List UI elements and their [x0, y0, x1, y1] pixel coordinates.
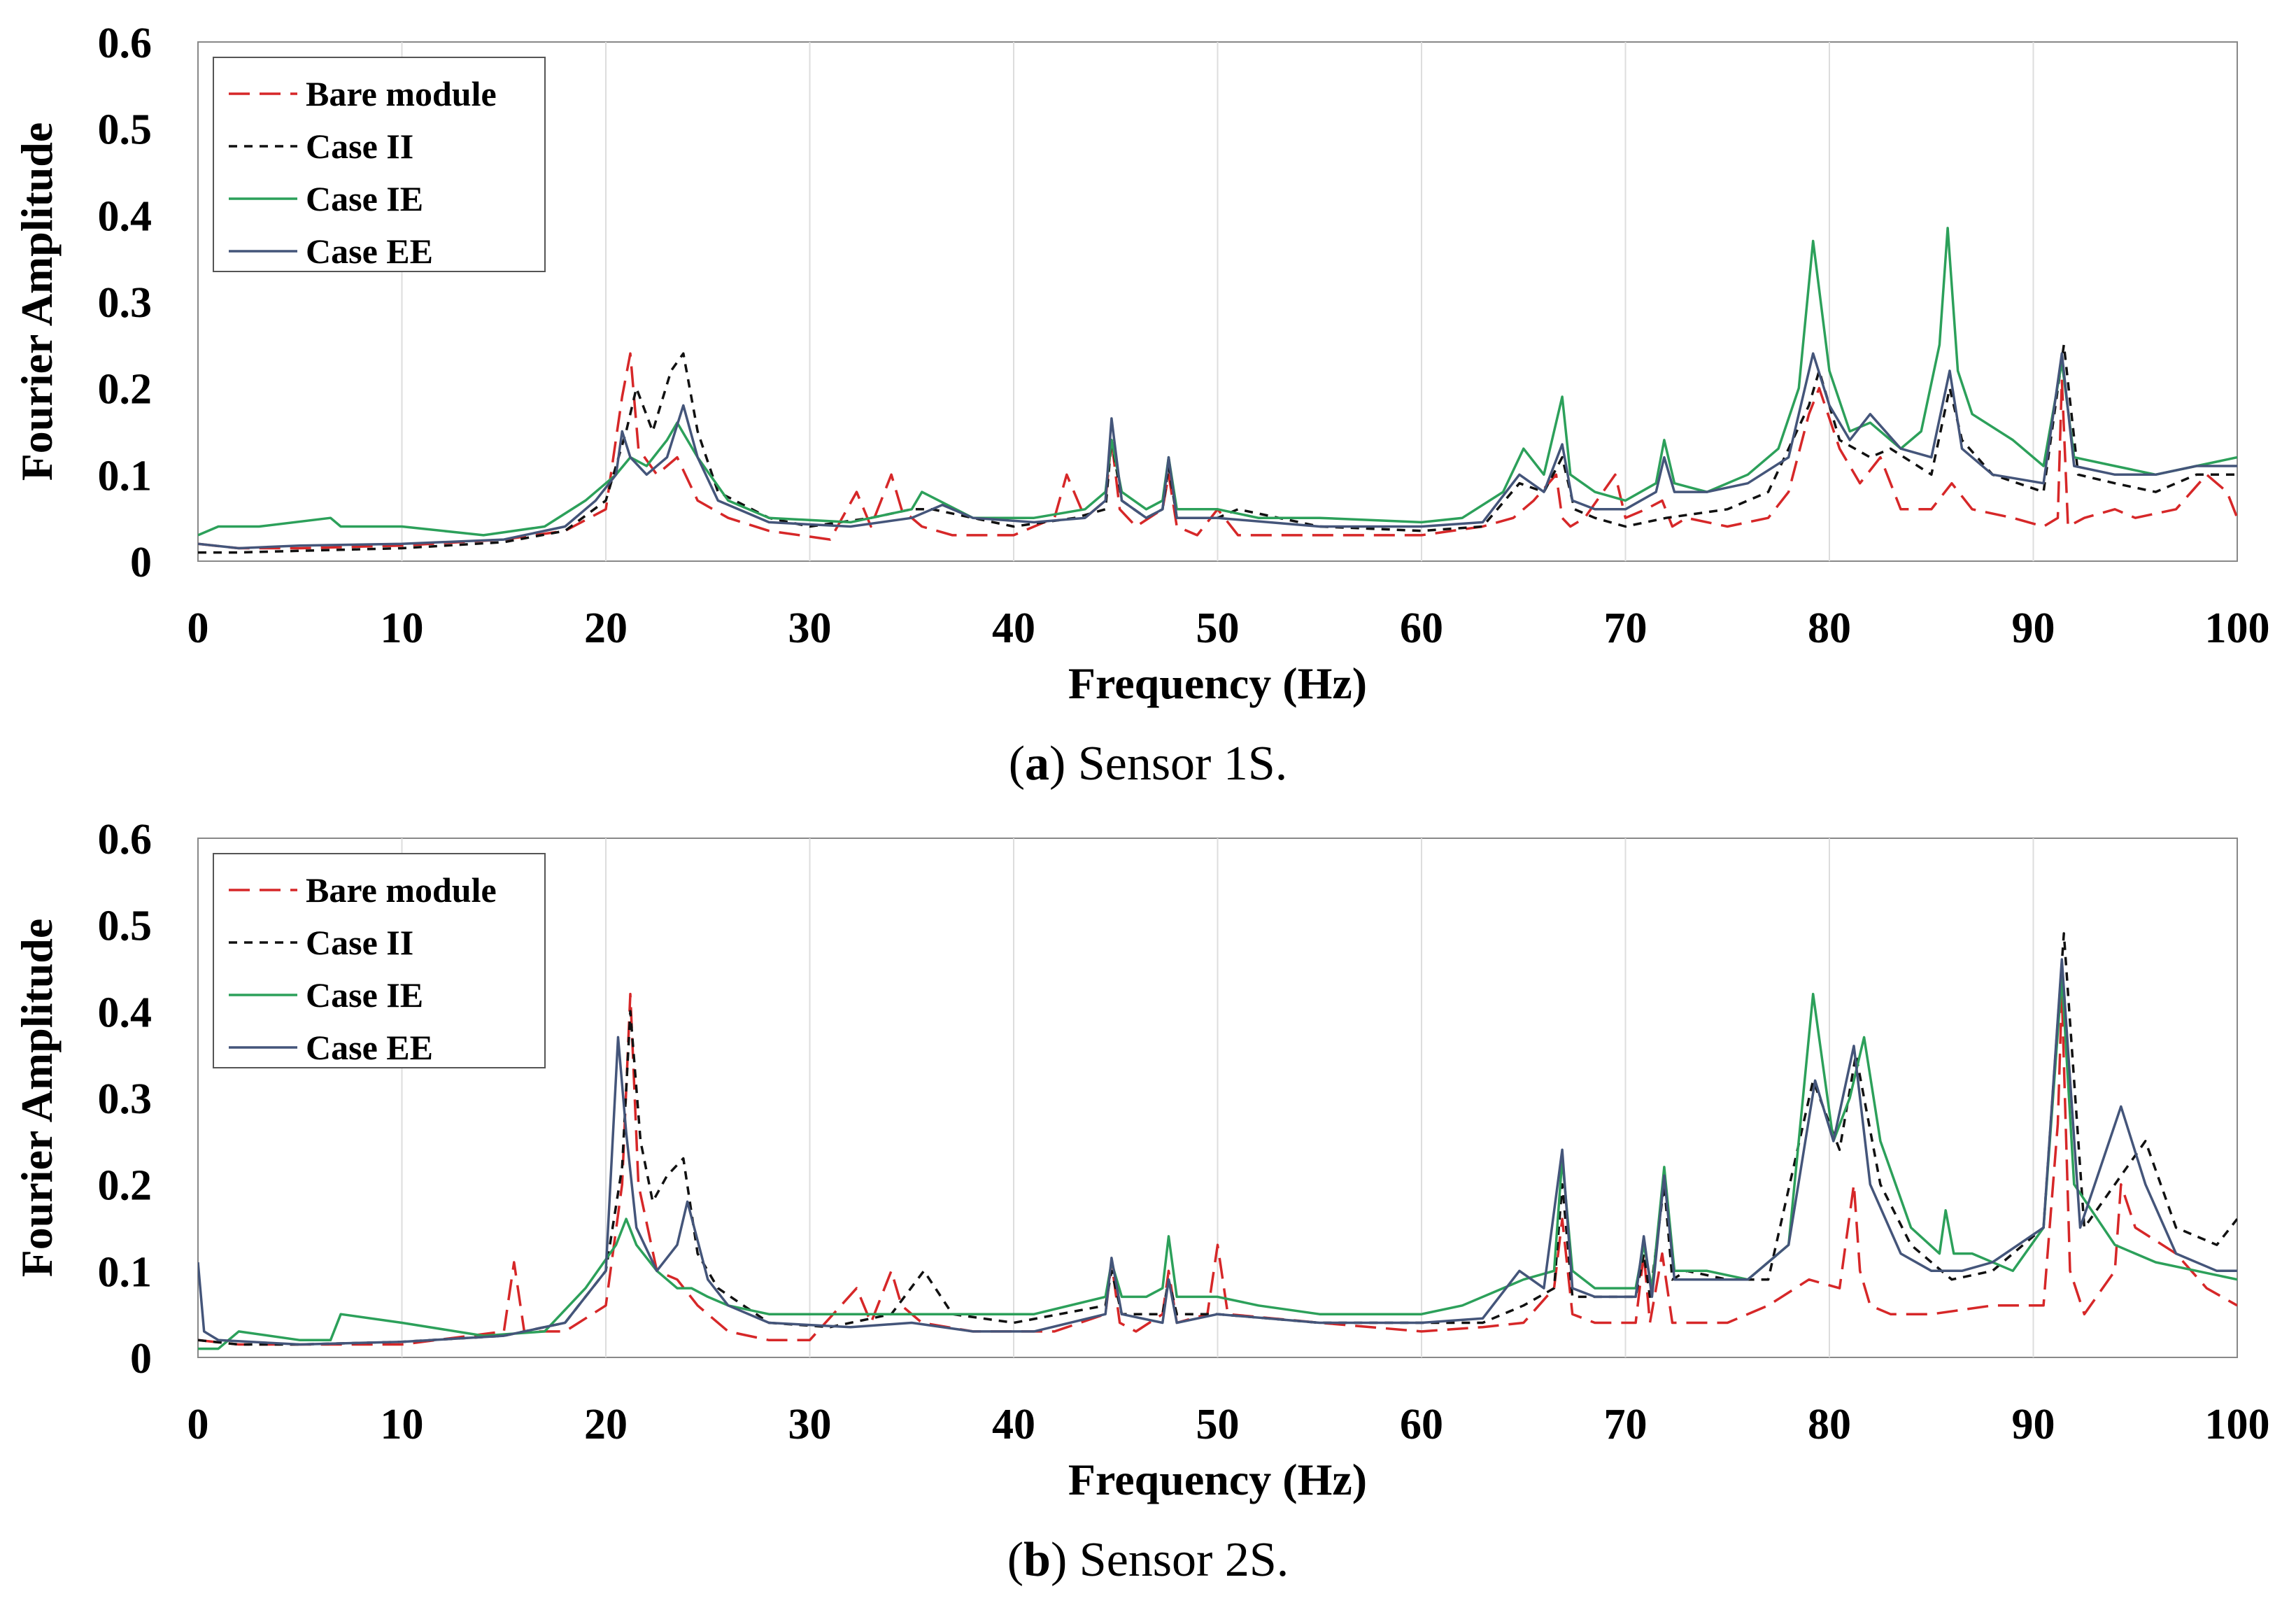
legend-label: Case II	[306, 127, 413, 166]
x-tick-label: 90	[2012, 605, 2055, 652]
x-tick-label: 80	[1808, 605, 1851, 652]
y-tick-label: 0.4	[98, 192, 153, 240]
legend-label: Case IE	[306, 975, 423, 1015]
series-group	[198, 227, 2237, 554]
legend-label: Case EE	[306, 232, 433, 271]
y-tick-label: 0.4	[98, 989, 153, 1036]
y-tick-label: 0.5	[98, 903, 153, 950]
x-tick-label: 20	[584, 1401, 628, 1448]
legend-label: Bare module	[306, 74, 497, 113]
y-tick-label: 0	[130, 1335, 152, 1383]
x-tick-label: 0	[187, 1401, 209, 1448]
y-tick-label: 0.1	[98, 452, 153, 500]
x-tick-label: 70	[1604, 605, 1647, 652]
y-tick-label: 0.5	[98, 106, 153, 154]
x-tick-label: 10	[381, 1401, 424, 1448]
y-axis-title: Fourier Amplitude	[12, 919, 62, 1278]
y-tick-label: 0.6	[98, 20, 153, 67]
legend-label: Bare module	[306, 870, 497, 910]
y-tick-label: 0.2	[98, 1162, 153, 1210]
x-tick-label: 40	[992, 605, 1035, 652]
caption-a: (a) Sensor 1S.	[1008, 737, 1288, 791]
x-tick-label: 100	[2205, 605, 2270, 652]
y-tick-label: 0.3	[98, 279, 153, 327]
x-tick-label: 90	[2012, 1401, 2055, 1448]
y-axis-title: Fourier Amplitude	[12, 122, 62, 481]
legend: Bare module Case II Case IE Case EE	[213, 57, 546, 272]
caption-a-letter: a	[1025, 737, 1049, 791]
series-line-case-ee	[198, 958, 2237, 1346]
legend-label: Case II	[306, 923, 413, 962]
y-tick-label: 0.6	[98, 816, 153, 863]
x-tick-label: 50	[1196, 605, 1240, 652]
x-tick-label: 60	[1400, 605, 1443, 652]
y-tick-label: 0	[130, 539, 152, 586]
y-tick-label: 0.3	[98, 1075, 153, 1123]
series-line-bare-module	[198, 352, 2237, 550]
y-tick-label: 0.2	[98, 366, 153, 414]
legend-label: Case EE	[306, 1028, 433, 1067]
series-line-case-ie	[198, 975, 2237, 1350]
x-tick-label: 70	[1604, 1401, 1647, 1448]
caption-b: (b) Sensor 2S.	[1007, 1533, 1289, 1587]
caption-b-text: Sensor 2S.	[1079, 1533, 1289, 1587]
series-line-case-ee	[198, 352, 2237, 550]
x-tick-label: 100	[2205, 1401, 2270, 1448]
x-tick-label: 20	[584, 605, 628, 652]
x-axis-title: Frequency (Hz)	[1068, 1455, 1367, 1504]
x-tick-label: 30	[788, 605, 832, 652]
x-tick-label: 50	[1196, 1401, 1240, 1448]
series-group	[198, 932, 2237, 1350]
y-tick-label: 0.1	[98, 1248, 153, 1296]
caption-a-text: Sensor 1S.	[1077, 737, 1288, 791]
legend-label: Case IE	[306, 179, 423, 218]
x-tick-label: 30	[788, 1401, 832, 1448]
x-tick-label: 10	[381, 605, 424, 652]
x-tick-label: 0	[187, 605, 209, 652]
x-tick-label: 60	[1400, 1401, 1443, 1448]
chart-panel-b: 0 10 20 30 40 50 60 70 80 90 100 0 0.1 0.2 0.3 0.4 0.5 0.…	[12, 816, 2270, 1504]
x-axis-title: Frequency (Hz)	[1068, 658, 1367, 708]
legend: Bare module Case II Case IE Case EE	[213, 853, 546, 1068]
caption-b-letter: b	[1023, 1533, 1051, 1587]
chart-panel-a: 0 10 20 30 40 50 60 70 80 90 100 0 0.1 0.2 0.3 0.4 0.5 0.…	[12, 20, 2270, 708]
series-line-case-ie	[198, 227, 2237, 537]
x-tick-label: 40	[992, 1401, 1035, 1448]
x-tick-label: 80	[1808, 1401, 1851, 1448]
